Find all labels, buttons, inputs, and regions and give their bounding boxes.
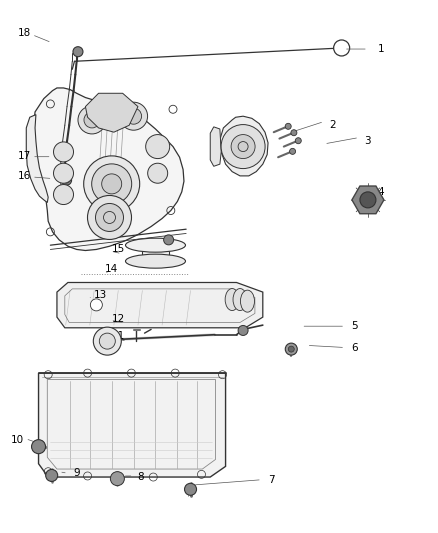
Text: 1: 1 xyxy=(378,44,385,54)
Text: 7: 7 xyxy=(268,475,275,484)
Circle shape xyxy=(84,112,100,128)
Polygon shape xyxy=(210,127,221,166)
Circle shape xyxy=(78,106,106,134)
Circle shape xyxy=(334,40,350,56)
Polygon shape xyxy=(33,88,184,251)
Circle shape xyxy=(221,125,265,168)
Polygon shape xyxy=(39,373,226,477)
Circle shape xyxy=(53,184,74,205)
Circle shape xyxy=(46,470,58,481)
Text: 9: 9 xyxy=(73,469,80,478)
Text: 10: 10 xyxy=(11,435,24,445)
Circle shape xyxy=(93,327,121,355)
Polygon shape xyxy=(220,116,268,176)
Circle shape xyxy=(288,346,294,352)
Circle shape xyxy=(73,47,83,56)
Circle shape xyxy=(291,130,297,136)
Ellipse shape xyxy=(225,288,239,311)
Text: 3: 3 xyxy=(364,136,371,146)
Circle shape xyxy=(148,163,168,183)
Circle shape xyxy=(88,196,131,239)
Text: 18: 18 xyxy=(18,28,31,38)
Polygon shape xyxy=(85,93,138,132)
Circle shape xyxy=(62,175,71,185)
Text: 17: 17 xyxy=(18,151,31,160)
Polygon shape xyxy=(352,186,384,214)
Text: 4: 4 xyxy=(378,187,385,197)
Circle shape xyxy=(53,163,74,183)
Circle shape xyxy=(90,299,102,311)
Circle shape xyxy=(95,204,124,231)
Polygon shape xyxy=(26,115,48,203)
Circle shape xyxy=(295,138,301,144)
Text: 2: 2 xyxy=(329,120,336,130)
Circle shape xyxy=(120,102,148,130)
Circle shape xyxy=(84,156,140,212)
Circle shape xyxy=(184,483,197,495)
Text: 11: 11 xyxy=(112,331,125,341)
Circle shape xyxy=(99,333,115,349)
Circle shape xyxy=(64,177,70,183)
Text: 15: 15 xyxy=(112,245,125,254)
Text: 5: 5 xyxy=(351,321,358,331)
Ellipse shape xyxy=(126,254,185,268)
Text: 16: 16 xyxy=(18,171,31,181)
Circle shape xyxy=(290,148,296,155)
Circle shape xyxy=(164,235,173,245)
Circle shape xyxy=(92,164,132,204)
Circle shape xyxy=(231,134,255,159)
Circle shape xyxy=(285,343,297,355)
Circle shape xyxy=(285,123,291,130)
Circle shape xyxy=(53,142,74,162)
Circle shape xyxy=(32,440,46,454)
Polygon shape xyxy=(142,245,169,261)
Text: 13: 13 xyxy=(94,290,107,300)
Circle shape xyxy=(102,174,122,194)
Circle shape xyxy=(110,472,124,486)
Text: 8: 8 xyxy=(137,472,144,482)
Circle shape xyxy=(360,192,376,208)
Text: 12: 12 xyxy=(112,314,125,324)
Polygon shape xyxy=(57,282,263,328)
Text: 14: 14 xyxy=(105,264,118,274)
Ellipse shape xyxy=(126,238,185,252)
Text: 6: 6 xyxy=(351,343,358,352)
Circle shape xyxy=(238,326,248,335)
Ellipse shape xyxy=(240,290,254,312)
Circle shape xyxy=(126,108,141,124)
Ellipse shape xyxy=(233,288,247,311)
Circle shape xyxy=(146,134,170,159)
